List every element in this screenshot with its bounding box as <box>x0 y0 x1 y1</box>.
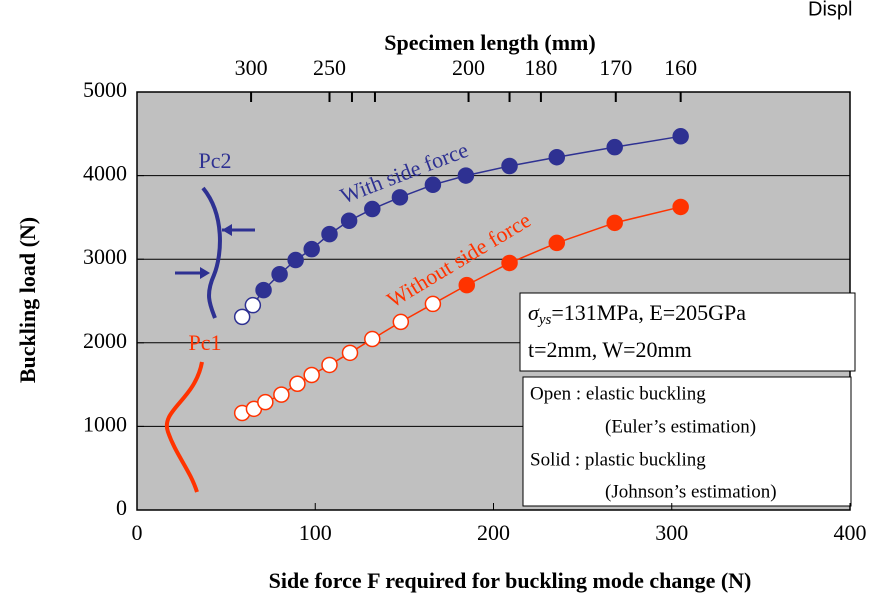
x2-tick-label: 170 <box>599 55 632 80</box>
point <box>458 276 476 294</box>
y-tick-label: 2000 <box>83 328 127 353</box>
box-text: Solid : plastic buckling <box>530 449 706 470</box>
box-text: σys=131MPa, E=205GPa <box>528 300 746 328</box>
sigma: σ <box>528 300 540 325</box>
annotation: Pc2 <box>199 148 232 173</box>
point <box>273 386 290 403</box>
y-tick-label: 4000 <box>83 161 127 186</box>
y-tick-label: 5000 <box>83 77 127 102</box>
x2-tick-label: 250 <box>313 55 346 80</box>
point <box>303 366 320 384</box>
point <box>271 265 288 283</box>
y-tick-label: 1000 <box>83 411 127 436</box>
point <box>233 308 251 326</box>
box-text: (Johnson’s estimation) <box>605 481 777 502</box>
x2-tick-label: 160 <box>664 55 697 80</box>
point <box>257 393 274 411</box>
point <box>364 200 381 218</box>
point <box>672 198 689 216</box>
point <box>457 167 475 184</box>
point <box>303 240 320 258</box>
pc1-shape <box>164 361 204 493</box>
point <box>364 330 381 348</box>
arrow-head <box>200 267 210 279</box>
point <box>424 176 442 194</box>
point <box>391 189 409 206</box>
arrow-head <box>222 224 232 236</box>
point <box>340 212 358 229</box>
point <box>289 375 306 393</box>
box-text: t=2mm, W=20mm <box>528 337 692 362</box>
y-tick-label: 3000 <box>83 244 127 269</box>
point <box>548 148 566 166</box>
point <box>341 344 359 362</box>
point <box>424 295 442 313</box>
x2-title: Specimen length (mm) <box>384 30 595 55</box>
x-tick-label: 400 <box>834 520 867 545</box>
series-line <box>241 135 681 318</box>
point <box>548 234 566 252</box>
point <box>392 313 410 331</box>
series-line <box>241 206 681 414</box>
x2-tick-label: 300 <box>235 55 268 80</box>
box-text: (Euler’s estimation) <box>605 416 756 437</box>
info-box <box>519 292 856 372</box>
box-text: Open : elastic buckling <box>530 383 706 404</box>
legend-box <box>522 376 852 507</box>
pc2-shape <box>201 186 222 319</box>
x-tick-label: 200 <box>477 520 510 545</box>
x2-tick-label: 200 <box>452 55 485 80</box>
annotation: Pc1 <box>189 330 222 355</box>
y-tick-label: 0 <box>116 495 127 520</box>
x-title: Side force F required for buckling mode … <box>269 568 752 593</box>
x-tick-label: 100 <box>299 520 332 545</box>
point <box>244 296 262 314</box>
x2-tick-label: 180 <box>524 55 557 80</box>
point <box>606 214 623 232</box>
point <box>321 356 338 374</box>
corner-text: Displ <box>808 0 852 20</box>
x-tick-label: 300 <box>655 520 688 545</box>
point <box>287 251 304 269</box>
box-text: =131MPa, E=205GPa <box>551 300 746 325</box>
y-title: Buckling load (N) <box>15 217 40 383</box>
point <box>606 138 623 156</box>
point <box>501 254 518 272</box>
point <box>255 281 272 299</box>
point <box>672 128 689 145</box>
subscript: ys <box>537 312 552 328</box>
x-tick-label: 0 <box>132 520 143 545</box>
point <box>321 225 338 243</box>
point <box>501 157 518 175</box>
